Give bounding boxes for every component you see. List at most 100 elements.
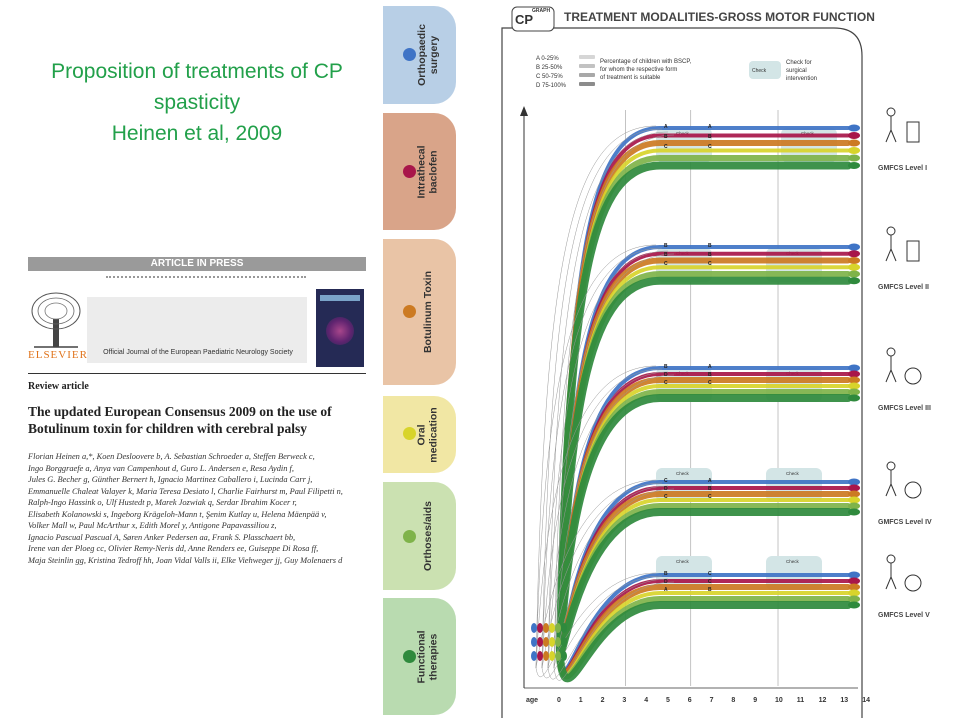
band-letter-label: B bbox=[664, 364, 668, 370]
article-authors: Florian Heinen a,*, Koen Desloovere b, A… bbox=[28, 451, 364, 566]
band-letter-label: B bbox=[708, 587, 712, 593]
band-letter-label: A bbox=[708, 124, 712, 130]
band-letter-label: C bbox=[708, 579, 712, 585]
band-letter-label: B bbox=[664, 571, 668, 577]
band-letter-label: A bbox=[708, 364, 712, 370]
start-marker-icon bbox=[555, 623, 561, 633]
author-line: Ignacio Pascual Pascual A, Søren Anker P… bbox=[28, 532, 296, 542]
curve-end-marker-icon bbox=[848, 154, 860, 162]
curve-end-marker-icon bbox=[848, 502, 860, 510]
band-letter-label: A bbox=[708, 478, 712, 484]
curve-end-marker-icon bbox=[848, 394, 860, 402]
start-marker-icon bbox=[549, 637, 555, 647]
gmfcs-level-label: GMFCS Level I bbox=[878, 165, 927, 172]
tab-botulinum-toxin: Botulinum Toxin bbox=[383, 239, 456, 385]
child-figure-leg bbox=[890, 369, 897, 383]
journal-header-box bbox=[87, 297, 307, 363]
cpgraph-logo-sup: GRAPH bbox=[532, 8, 550, 14]
curve-end-marker-icon bbox=[848, 589, 860, 597]
legend-code: C 50-75% bbox=[536, 74, 563, 80]
curve-end-marker-icon bbox=[848, 257, 860, 264]
cpgraph-logo: CP bbox=[515, 12, 533, 27]
band-letter-label: B bbox=[708, 372, 712, 378]
guide-curve bbox=[541, 575, 663, 678]
curve-end-marker-icon bbox=[848, 571, 860, 579]
start-marker-icon bbox=[531, 623, 537, 633]
x-axis-label: age bbox=[526, 697, 538, 704]
band-letter-label: C bbox=[664, 494, 668, 500]
tab-color-dot-icon bbox=[403, 165, 416, 178]
guide-curve bbox=[541, 247, 663, 669]
legend-percentage-text: for whom the respective form bbox=[600, 67, 677, 73]
article-title-line-2: Botulinum toxin for children with cerebr… bbox=[28, 421, 308, 436]
band-letter-label: B bbox=[708, 486, 712, 492]
author-line: Irene van der Ploeg cc, Olivier Remy-Ner… bbox=[28, 544, 319, 553]
author-line: Volker Mall w, Paul McArthur x, Edith Mo… bbox=[28, 521, 277, 530]
article-divider bbox=[28, 373, 366, 374]
guide-curve bbox=[535, 244, 657, 669]
tab-intrathecal-baclofen: Intrathecal baclofen bbox=[383, 113, 456, 230]
x-tick-label: 10 bbox=[775, 697, 783, 704]
tab-label: Oral medication bbox=[416, 406, 440, 463]
publisher-name: ELSEVIER bbox=[28, 349, 88, 361]
curve-end-marker-icon bbox=[848, 243, 860, 251]
article-title-line-1: The updated European Consensus 2009 on t… bbox=[28, 404, 332, 419]
author-line: Florian Heinen a,*, Koen Desloovere b, A… bbox=[28, 452, 315, 461]
y-axis-arrow-icon bbox=[520, 106, 528, 116]
tab-label: Orthopaedic surgery bbox=[416, 24, 440, 86]
start-marker-icon bbox=[543, 623, 549, 633]
stairs-icon bbox=[906, 240, 920, 262]
author-line: Ingo Borggraefe a, Anya van Campenhout d… bbox=[28, 463, 294, 473]
band-letter-label: C bbox=[708, 144, 712, 150]
author-line: Jules G. Becher g, Günther Bernert h, Ig… bbox=[28, 475, 313, 484]
child-figure-icon bbox=[886, 461, 896, 471]
guide-curve bbox=[553, 581, 675, 681]
guide-curve bbox=[535, 365, 657, 669]
legend-check-label: Check bbox=[752, 68, 767, 74]
check-label: Check bbox=[676, 471, 690, 476]
chart-frame bbox=[501, 27, 863, 718]
start-marker-icon bbox=[537, 623, 543, 633]
curve-end-marker-icon bbox=[848, 132, 860, 139]
legend-code: A 0-25% bbox=[536, 56, 559, 62]
check-label: Check bbox=[786, 471, 800, 476]
x-tick-label: 13 bbox=[840, 697, 848, 704]
legend-percentage-text: Percentage of children with BSCP, bbox=[600, 59, 692, 65]
start-marker-icon bbox=[549, 651, 555, 661]
tab-label: Botulinum Toxin bbox=[422, 270, 435, 354]
child-figure-icon bbox=[886, 554, 896, 564]
elsevier-tree-logo bbox=[28, 291, 84, 357]
start-marker-icon bbox=[555, 637, 561, 647]
legend-check-box bbox=[749, 61, 781, 79]
start-marker-icon bbox=[555, 651, 561, 661]
child-figure-leg bbox=[885, 369, 892, 383]
band-letter-label: B bbox=[664, 243, 668, 249]
start-marker-icon bbox=[537, 651, 543, 661]
gmfcs-level-label: GMFCS Level IV bbox=[878, 519, 932, 526]
tab-color-dot-icon bbox=[403, 305, 416, 318]
band-letter-label: C bbox=[664, 144, 668, 150]
curve-end-marker-icon bbox=[848, 508, 860, 516]
treatment-curve bbox=[556, 601, 852, 683]
curve-end-marker-icon bbox=[848, 147, 860, 154]
band-letter-label: C bbox=[664, 478, 668, 484]
curve-end-marker-icon bbox=[848, 270, 860, 278]
child-figure-icon bbox=[886, 226, 896, 236]
author-line: Maja Steinlin gg, Kristina Tedroff hh, J… bbox=[28, 555, 343, 565]
x-tick-label: 7 bbox=[710, 697, 714, 704]
band-letter-label: B bbox=[664, 134, 668, 140]
x-tick-label: 6 bbox=[688, 697, 692, 704]
author-line: Emmanuelle Chaleat Valayer k, Maria Tere… bbox=[28, 486, 343, 496]
curve-end-marker-icon bbox=[848, 139, 860, 147]
legend-swatch bbox=[579, 82, 595, 86]
wheelchair-icon bbox=[904, 574, 922, 592]
wheelchair-icon bbox=[904, 481, 922, 499]
child-figure-leg bbox=[890, 483, 897, 497]
guide-curve bbox=[553, 253, 675, 669]
child-figure-leg bbox=[890, 129, 897, 143]
start-marker-icon bbox=[561, 651, 567, 661]
chart-heading: TREATMENT MODALITIES-GROSS MOTOR FUNCTIO… bbox=[564, 10, 875, 24]
curve-end-marker-icon bbox=[848, 263, 860, 271]
legend-swatch bbox=[579, 73, 595, 77]
